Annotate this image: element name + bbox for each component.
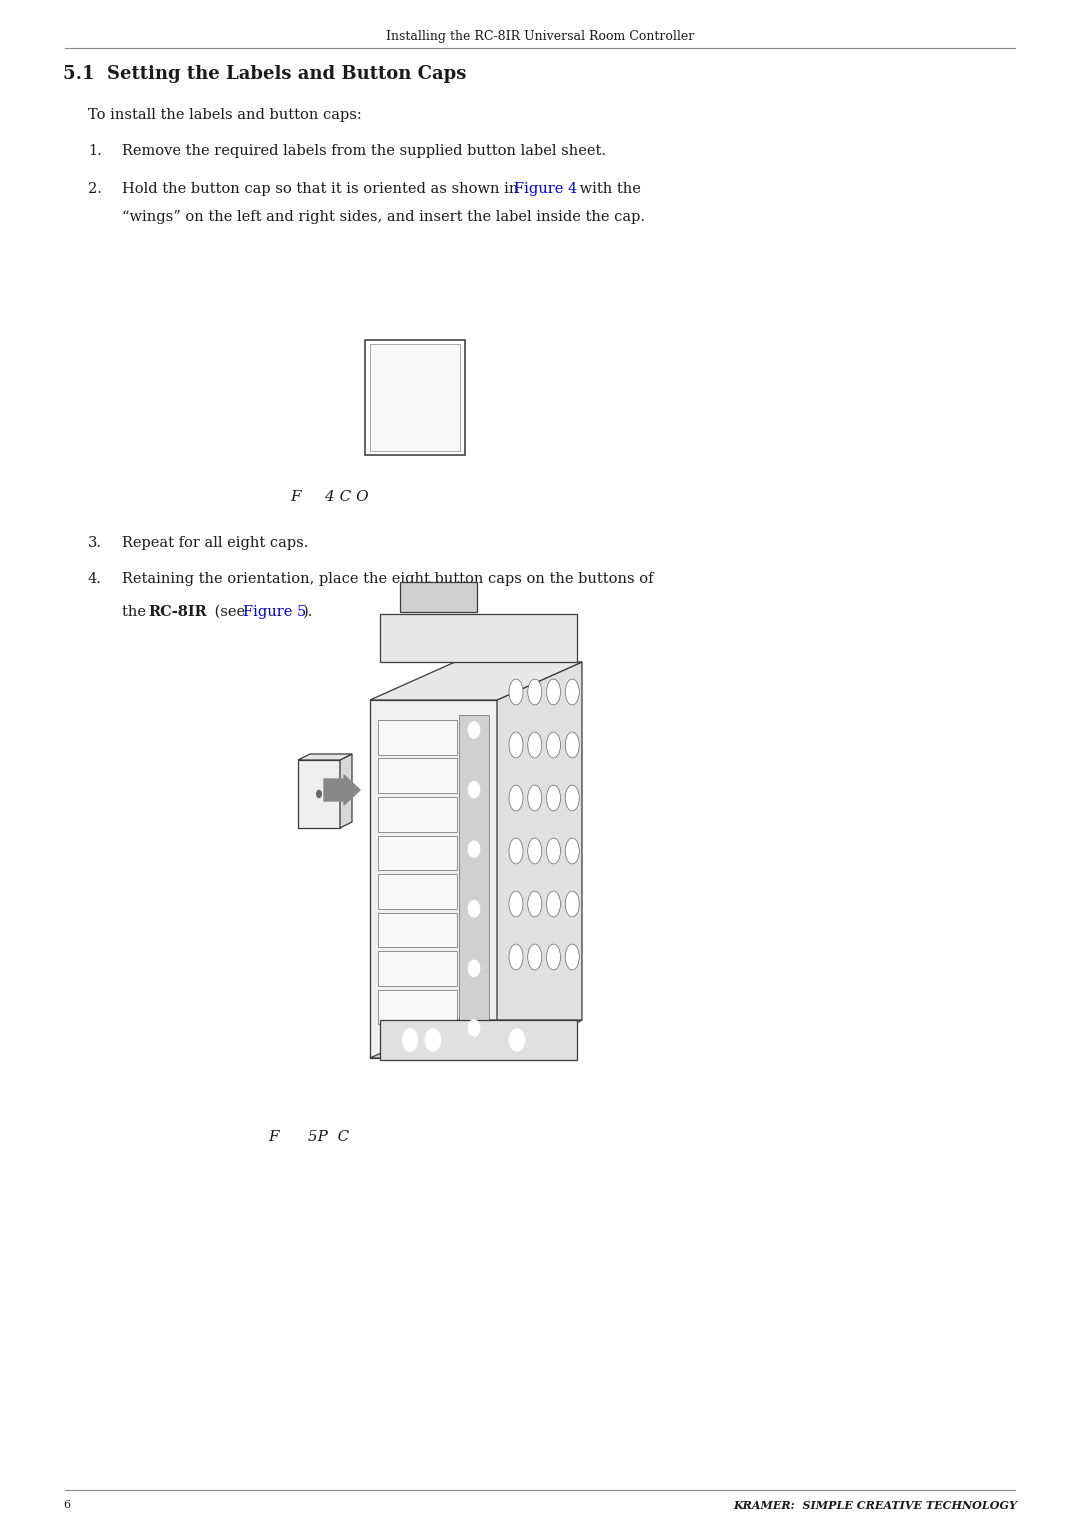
Text: Repeat for all eight caps.: Repeat for all eight caps.: [122, 536, 309, 550]
Bar: [365, 340, 465, 455]
Ellipse shape: [509, 679, 523, 705]
Ellipse shape: [565, 679, 579, 705]
Polygon shape: [370, 1020, 582, 1059]
Ellipse shape: [565, 732, 579, 758]
Polygon shape: [380, 1020, 577, 1060]
Circle shape: [426, 1028, 441, 1051]
Polygon shape: [298, 760, 340, 827]
Text: ).: ).: [303, 605, 313, 619]
Polygon shape: [378, 873, 457, 908]
Text: 1.: 1.: [87, 144, 102, 158]
Ellipse shape: [546, 892, 561, 918]
Polygon shape: [497, 662, 582, 1059]
Ellipse shape: [528, 944, 542, 970]
Ellipse shape: [528, 838, 542, 864]
Text: Hold the button cap so that it is oriented as shown in: Hold the button cap so that it is orient…: [122, 182, 523, 196]
Polygon shape: [370, 662, 582, 700]
Ellipse shape: [546, 679, 561, 705]
Text: RC-8IR: RC-8IR: [148, 605, 206, 619]
Ellipse shape: [528, 892, 542, 918]
Polygon shape: [378, 951, 457, 985]
Ellipse shape: [509, 892, 523, 918]
Text: Installing the RC-8IR Universal Room Controller: Installing the RC-8IR Universal Room Con…: [386, 31, 694, 43]
Text: Remove the required labels from the supplied button label sheet.: Remove the required labels from the supp…: [122, 144, 606, 158]
Circle shape: [509, 1028, 525, 1051]
Text: Figure 5: Figure 5: [243, 605, 307, 619]
Ellipse shape: [546, 944, 561, 970]
Polygon shape: [370, 700, 497, 1059]
Circle shape: [468, 722, 480, 738]
Ellipse shape: [565, 784, 579, 810]
Text: the: the: [122, 605, 150, 619]
Text: KRAMER:  SIMPLE CREATIVE TECHNOLOGY: KRAMER: SIMPLE CREATIVE TECHNOLOGY: [733, 1500, 1017, 1511]
Polygon shape: [378, 758, 457, 794]
Text: F     4 C O: F 4 C O: [291, 490, 368, 504]
Text: To install the labels and button caps:: To install the labels and button caps:: [87, 107, 362, 123]
Text: 6: 6: [63, 1500, 70, 1511]
Ellipse shape: [546, 732, 561, 758]
Ellipse shape: [565, 944, 579, 970]
Polygon shape: [378, 797, 457, 832]
Text: 2.: 2.: [87, 182, 102, 196]
Polygon shape: [378, 835, 457, 870]
Text: (see: (see: [210, 605, 249, 619]
Circle shape: [468, 901, 480, 918]
Text: with the: with the: [575, 182, 640, 196]
Circle shape: [468, 841, 480, 858]
Ellipse shape: [565, 838, 579, 864]
Polygon shape: [380, 614, 577, 662]
Ellipse shape: [509, 784, 523, 810]
Polygon shape: [378, 913, 457, 947]
Ellipse shape: [509, 732, 523, 758]
Circle shape: [468, 781, 480, 798]
Circle shape: [316, 789, 322, 798]
Ellipse shape: [528, 732, 542, 758]
Polygon shape: [340, 754, 352, 827]
Text: Retaining the orientation, place the eight button caps on the buttons of: Retaining the orientation, place the eig…: [122, 571, 653, 587]
Bar: [370, 343, 460, 450]
Ellipse shape: [565, 892, 579, 918]
Text: F      5P  C: F 5P C: [268, 1131, 349, 1144]
Text: “wings” on the left and right sides, and insert the label inside the cap.: “wings” on the left and right sides, and…: [122, 210, 645, 224]
Ellipse shape: [528, 679, 542, 705]
Ellipse shape: [509, 838, 523, 864]
Polygon shape: [378, 720, 457, 754]
Text: 4.: 4.: [87, 571, 102, 587]
Circle shape: [402, 1028, 418, 1051]
Ellipse shape: [509, 944, 523, 970]
Ellipse shape: [546, 784, 561, 810]
Circle shape: [468, 1019, 480, 1037]
Ellipse shape: [546, 838, 561, 864]
Polygon shape: [378, 990, 457, 1023]
Text: 3.: 3.: [87, 536, 102, 550]
Polygon shape: [459, 715, 489, 1043]
Polygon shape: [400, 582, 477, 611]
FancyArrow shape: [324, 775, 360, 804]
Text: Figure 4: Figure 4: [514, 182, 578, 196]
Text: 5.1  Setting the Labels and Button Caps: 5.1 Setting the Labels and Button Caps: [63, 64, 467, 83]
Polygon shape: [298, 754, 352, 760]
Ellipse shape: [528, 784, 542, 810]
Circle shape: [468, 961, 480, 977]
